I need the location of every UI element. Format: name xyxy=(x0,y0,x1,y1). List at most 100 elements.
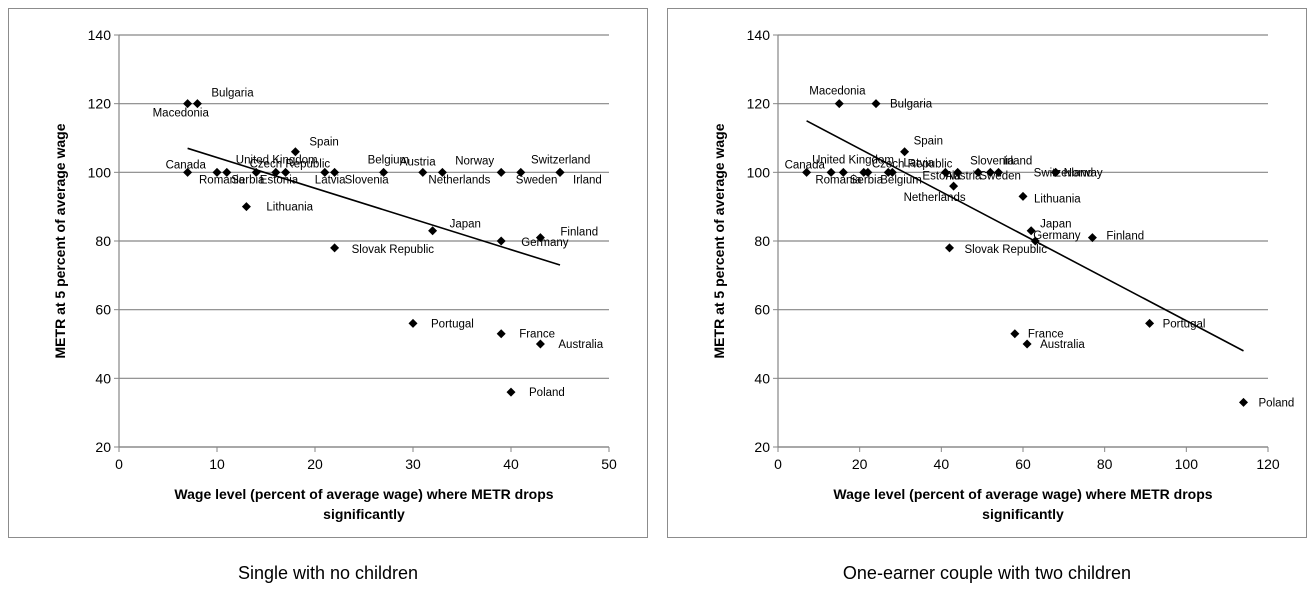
data-label: Czech Republic xyxy=(872,158,953,170)
data-point xyxy=(838,167,848,177)
data-label: Belgium xyxy=(368,154,410,166)
data-point xyxy=(887,167,897,177)
data-label: Slovenia xyxy=(345,174,390,186)
trend-line xyxy=(187,147,561,266)
data-label: United Kingdom xyxy=(812,154,894,166)
trend-line xyxy=(806,120,1244,352)
caption-single: Single with no children xyxy=(237,563,419,583)
data-point xyxy=(1145,318,1155,328)
y-tick-label: 140 xyxy=(747,27,771,43)
data-point xyxy=(535,233,545,243)
y-tick-label: 40 xyxy=(95,370,111,386)
y-tick-label: 20 xyxy=(754,439,770,455)
y-axis-title: METR at 5 percent of average wage xyxy=(711,123,727,358)
y-tick-label: 100 xyxy=(88,164,112,180)
data-label: Estonia xyxy=(260,174,299,186)
data-point xyxy=(945,243,954,253)
data-label: Germany xyxy=(1033,230,1081,242)
data-label: Macedonia xyxy=(809,86,866,98)
data-point xyxy=(802,167,812,177)
x-tick-label: 0 xyxy=(115,456,123,472)
data-point xyxy=(555,167,565,177)
data-label: Netherlands xyxy=(428,174,490,186)
data-label: Romania xyxy=(815,174,862,186)
data-point xyxy=(241,202,251,212)
y-tick-label: 40 xyxy=(754,370,770,386)
data-label: Irland xyxy=(573,174,602,186)
data-point xyxy=(496,236,506,246)
data-label: Slovenia xyxy=(970,155,1015,167)
x-tick-label: 60 xyxy=(1015,456,1031,472)
data-point xyxy=(1022,339,1032,349)
x-tick-label: 40 xyxy=(934,456,950,472)
data-point xyxy=(949,181,959,191)
data-label: Canada xyxy=(166,159,207,171)
chart-panel-couple: 20 40 60 80 100 120 140 0 20 40 60 80 100 120 Wage lev… xyxy=(667,8,1307,538)
data-label: Switzerland xyxy=(531,154,590,166)
data-label: Portugal xyxy=(431,318,474,330)
chart-panel-single: 20 40 60 80 100 120 140 0 10 20 30 40 50 Wage level (… xyxy=(8,8,648,538)
y-tick-label: 80 xyxy=(754,233,770,249)
data-label: Norway xyxy=(1064,167,1103,179)
x-tick-label: 80 xyxy=(1097,456,1113,472)
x-tick-label: 100 xyxy=(1175,456,1199,472)
data-point xyxy=(281,167,291,177)
data-point xyxy=(826,167,836,177)
data-point xyxy=(1010,329,1020,339)
data-point xyxy=(330,167,340,177)
data-label: Latvia xyxy=(903,157,934,169)
y-tick-label: 100 xyxy=(747,164,771,180)
data-point xyxy=(953,167,963,177)
data-label: Finland xyxy=(560,227,598,239)
data-point xyxy=(428,226,438,236)
data-label: Serbia xyxy=(231,174,265,186)
data-label: Slovak Republic xyxy=(352,244,435,256)
data-label: Japan xyxy=(1040,219,1071,231)
scatter-plot: 20 40 60 80 100 120 140 0 10 20 30 40 50 Wage level (… xyxy=(52,27,617,522)
data-label: Bulgaria xyxy=(890,99,933,111)
data-point xyxy=(863,167,873,177)
data-label: Serbia xyxy=(850,174,884,186)
data-point xyxy=(1018,191,1028,201)
x-tick-label: 50 xyxy=(601,456,617,472)
data-label: Finland xyxy=(1106,231,1144,243)
data-point xyxy=(994,167,1003,177)
data-label: Macedonia xyxy=(153,108,210,120)
data-point xyxy=(1026,226,1036,236)
data-label: Lithuania xyxy=(1034,193,1081,205)
data-point xyxy=(192,99,202,109)
data-point xyxy=(183,167,193,177)
data-point xyxy=(535,339,545,349)
y-tick-label: 60 xyxy=(95,302,111,318)
data-point xyxy=(834,99,844,109)
data-label: Austria xyxy=(946,170,982,182)
caption-couple: One-earner couple with two children xyxy=(842,563,1132,583)
x-tick-label: 40 xyxy=(503,456,519,472)
data-point xyxy=(1239,397,1248,407)
data-label: United Kingdom xyxy=(236,154,318,166)
data-point xyxy=(496,329,506,339)
data-label: Poland xyxy=(529,387,565,399)
data-label: Canada xyxy=(785,159,826,171)
data-point xyxy=(183,99,193,109)
data-label: Germany xyxy=(521,237,569,249)
data-point xyxy=(940,167,950,177)
data-label: Austria xyxy=(400,156,436,168)
data-label: Lithuania xyxy=(266,202,313,214)
data-point xyxy=(1051,167,1061,177)
data-point xyxy=(437,167,447,177)
y-tick-label: 20 xyxy=(95,439,111,455)
y-tick-label: 60 xyxy=(754,302,770,318)
data-label: Sweden xyxy=(979,170,1021,182)
data-point xyxy=(408,318,418,328)
data-label: France xyxy=(1028,329,1064,341)
data-point xyxy=(506,387,516,397)
data-label: Latvia xyxy=(315,174,346,186)
data-label: Australia xyxy=(558,339,603,351)
data-point xyxy=(496,167,506,177)
data-point xyxy=(985,167,995,177)
data-label: France xyxy=(519,329,555,341)
data-point xyxy=(251,167,261,177)
data-label: Sweden xyxy=(516,174,558,186)
